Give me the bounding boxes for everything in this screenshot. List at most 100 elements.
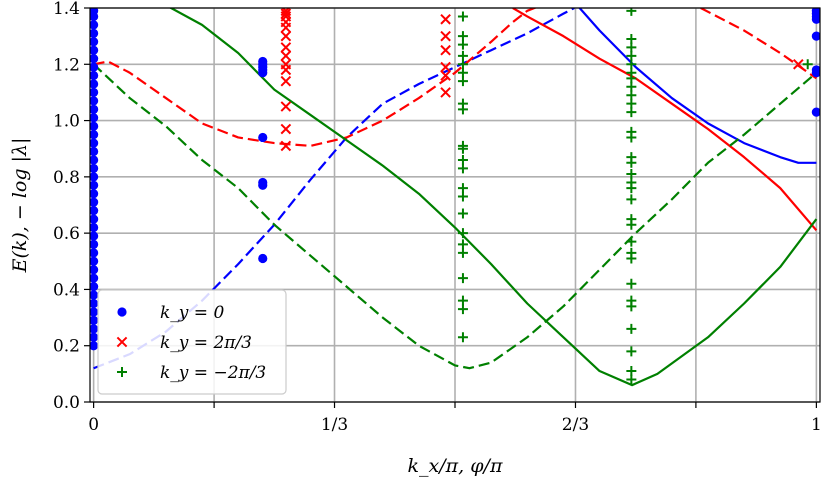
marker-circle xyxy=(90,214,99,224)
marker-x xyxy=(440,87,451,98)
marker-plus xyxy=(457,98,468,109)
marker-circle xyxy=(90,54,99,64)
series-markers xyxy=(90,8,820,385)
marker-plus xyxy=(626,169,637,180)
marker-plus xyxy=(626,152,637,163)
marker-circle xyxy=(90,96,99,106)
marker-circle xyxy=(258,253,268,264)
marker-plus xyxy=(626,236,637,247)
marker-circle xyxy=(90,256,99,266)
marker-plus xyxy=(626,98,637,109)
marker-circle xyxy=(90,8,99,16)
legend-marker-plus xyxy=(117,367,127,377)
curve-dashed-4 xyxy=(700,8,818,80)
marker-circle xyxy=(90,265,99,275)
marker-plus xyxy=(457,247,468,258)
marker-plus xyxy=(457,76,468,87)
marker-plus xyxy=(457,239,468,250)
marker-circle xyxy=(90,315,99,325)
marker-circle xyxy=(811,107,820,117)
marker-plus xyxy=(626,90,637,101)
y-tick-label: 0.8 xyxy=(53,168,80,188)
marker-x xyxy=(793,58,804,70)
marker-plus xyxy=(626,67,637,78)
marker-circle xyxy=(90,248,99,258)
marker-circle xyxy=(90,324,99,334)
marker-plus xyxy=(626,346,637,357)
marker-plus xyxy=(457,228,468,239)
marker-plus xyxy=(457,208,468,219)
marker-circle xyxy=(90,231,99,241)
marker-circle xyxy=(90,290,99,300)
marker-plus xyxy=(457,11,468,22)
marker-plus xyxy=(802,59,813,70)
marker-plus xyxy=(626,214,637,225)
marker-plus xyxy=(626,33,637,44)
marker-plus xyxy=(626,107,637,118)
marker-plus xyxy=(457,140,468,151)
marker-circle xyxy=(811,31,820,41)
marker-circle xyxy=(90,146,99,157)
marker-circle xyxy=(90,273,99,283)
marker-plus xyxy=(457,163,468,174)
curve-solid-5 xyxy=(168,8,818,387)
marker-plus xyxy=(626,323,637,334)
marker-circle xyxy=(90,28,99,38)
marker-plus xyxy=(626,194,637,205)
curve-solid-2 xyxy=(512,8,818,232)
marker-circle xyxy=(90,180,99,190)
legend-label: k_y = 2π/3 xyxy=(160,333,252,353)
marker-circle xyxy=(90,332,99,342)
marker-plus xyxy=(457,191,468,202)
marker-circle xyxy=(90,45,99,55)
marker-circle xyxy=(90,307,99,317)
marker-circle xyxy=(811,8,820,16)
curve-solid-0 xyxy=(578,8,817,164)
axis-ticks: 0 1/3 2/3 1 0.0 0.2 0.4 0.6 0.8 1.0 1.2 1.4 xyxy=(53,0,822,435)
marker-circle xyxy=(258,56,268,67)
marker-x xyxy=(280,140,292,152)
marker-circle xyxy=(90,37,99,47)
marker-plus xyxy=(457,67,468,78)
marker-circle xyxy=(90,121,99,131)
marker-circle xyxy=(90,70,99,81)
y-tick-label: 1.0 xyxy=(53,112,80,132)
marker-plus xyxy=(457,273,468,284)
marker-plus xyxy=(457,59,468,70)
marker-plus xyxy=(626,247,637,258)
marker-plus xyxy=(626,126,637,137)
marker-circle xyxy=(90,282,99,292)
marker-plus xyxy=(626,366,637,377)
marker-plus xyxy=(626,42,637,53)
marker-plus xyxy=(626,278,637,289)
y-tick-label: 0.6 xyxy=(53,224,80,244)
marker-plus xyxy=(626,50,637,61)
marker-plus xyxy=(457,39,468,50)
y-tick-label: 0.2 xyxy=(53,337,80,357)
marker-circle xyxy=(90,87,99,98)
marker-plus xyxy=(457,304,468,315)
legend-marker-circle xyxy=(117,307,127,317)
marker-circle xyxy=(811,65,820,75)
marker-x xyxy=(280,8,292,19)
marker-plus xyxy=(626,374,637,385)
x-tick-label: 2/3 xyxy=(562,415,589,435)
marker-x xyxy=(440,61,451,73)
legend-marker-x xyxy=(116,336,128,348)
x-axis-label: k_x/π, φ/π xyxy=(408,455,503,477)
marker-circle xyxy=(90,222,99,233)
marker-x xyxy=(280,58,292,70)
marker-plus xyxy=(626,295,637,306)
marker-circle xyxy=(90,172,99,182)
marker-plus xyxy=(626,8,637,16)
marker-x xyxy=(280,101,292,112)
marker-plus xyxy=(626,177,637,188)
marker-x xyxy=(280,30,292,42)
marker-circle xyxy=(90,130,99,140)
marker-plus xyxy=(457,183,468,194)
marker-plus xyxy=(626,81,637,92)
y-tick-label: 0.0 xyxy=(53,393,80,413)
marker-circle xyxy=(90,138,99,148)
x-tick-label: 1 xyxy=(811,415,822,435)
